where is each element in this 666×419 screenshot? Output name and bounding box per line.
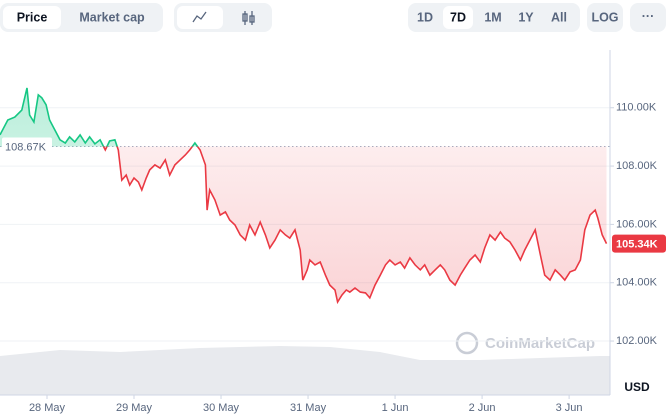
last-price-badge xyxy=(612,234,666,253)
baseline-label-bg xyxy=(2,137,52,155)
volume-area xyxy=(0,346,610,395)
x-tick-label: 31 May xyxy=(290,402,327,414)
baseline-label: 108.67K xyxy=(5,141,47,153)
log-btn-bg xyxy=(587,3,623,32)
tab[interactable]: Price xyxy=(17,10,48,24)
more-btn-bg xyxy=(630,3,666,32)
x-tick-label: 28 May xyxy=(29,402,66,414)
y-tick-label: 104.00K xyxy=(616,277,658,289)
price-line-down xyxy=(102,146,608,305)
unit-label: USD xyxy=(624,380,650,394)
area-down xyxy=(103,146,607,302)
log-btn[interactable]: LOG xyxy=(591,10,618,24)
x-tick-label: 3 Jun xyxy=(556,402,583,414)
line-icon xyxy=(192,11,207,23)
watermark-logo xyxy=(455,331,479,355)
range-btn[interactable]: 1Y xyxy=(518,10,534,24)
range-btn[interactable]: 1M xyxy=(484,10,501,24)
range-active[interactable] xyxy=(443,6,473,29)
x-tick-label: 30 May xyxy=(203,402,240,414)
tab-active[interactable] xyxy=(3,6,61,29)
range-btn[interactable]: 1D xyxy=(417,10,433,24)
more-btn[interactable]: ··· xyxy=(642,9,655,23)
y-tick-label: 108.00K xyxy=(616,160,658,172)
y-tick-label: 110.00K xyxy=(616,102,657,114)
range-btn[interactable]: 7D xyxy=(450,10,466,24)
candle-icon[interactable] xyxy=(242,11,255,25)
y-tick-label: 102.00K xyxy=(616,335,658,347)
x-tick-label: 29 May xyxy=(116,402,153,414)
range-btn[interactable]: All xyxy=(551,10,567,24)
last-price-label: 105.34K xyxy=(616,239,658,251)
x-tick-label: 1 Jun xyxy=(382,402,409,414)
tab[interactable]: Market cap xyxy=(79,10,145,24)
y-tick-label: 106.00K xyxy=(616,218,658,230)
watermark: CoinMarketCap xyxy=(485,335,595,352)
x-tick-label: 2 Jun xyxy=(469,402,496,414)
